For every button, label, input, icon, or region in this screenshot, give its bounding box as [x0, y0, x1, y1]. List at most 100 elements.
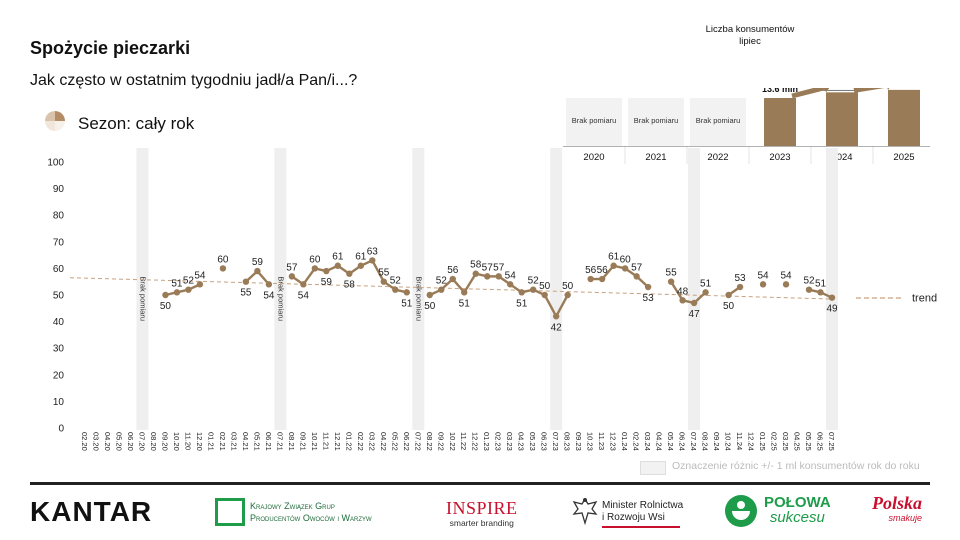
- polowa-logo-line2: sukcesu: [769, 509, 825, 526]
- data-label: 42: [551, 322, 563, 333]
- data-point: [644, 283, 652, 291]
- y-tick-label: 80: [53, 211, 65, 222]
- footer-divider: [30, 482, 930, 485]
- y-tick-label: 0: [58, 424, 64, 435]
- inset-category-label: 2023: [769, 152, 790, 163]
- growth-arrow-head: [824, 88, 830, 93]
- x-tick-label: 01.21: [206, 432, 215, 451]
- data-label: 52: [528, 276, 540, 287]
- x-tick-label: 06.24: [678, 432, 687, 451]
- x-tick-label: 02.24: [632, 432, 641, 451]
- data-point: [461, 289, 468, 296]
- minister-logo-line2: i Rozwoju Wsi: [602, 512, 665, 523]
- polowa-sukcesu-logo: POŁOWA sukcesu: [764, 495, 831, 525]
- data-label: 50: [723, 301, 735, 312]
- x-tick-label: 03.20: [91, 432, 100, 451]
- data-point: [782, 281, 790, 288]
- x-tick-label: 09.20: [160, 432, 169, 451]
- polowa-logo-line1: POŁOWA: [764, 494, 831, 511]
- x-tick-label: 06.23: [540, 432, 549, 451]
- x-tick-label: 02.22: [356, 432, 365, 451]
- x-tick-label: 05.20: [114, 432, 123, 451]
- kzg-logo-icon: [215, 498, 245, 526]
- inset-no-data-label: Brak pomiaru: [696, 116, 741, 125]
- y-tick-label: 100: [47, 158, 64, 169]
- data-point: [530, 286, 537, 293]
- inset-no-data-label: Brak pomiaru: [634, 116, 679, 125]
- x-tick-label: 12.23: [609, 432, 618, 451]
- eagle-emblem-icon: [572, 497, 598, 526]
- data-label: 52: [390, 276, 402, 287]
- data-label: 53: [643, 293, 655, 304]
- data-point: [438, 286, 445, 293]
- x-tick-label: 07.25: [827, 432, 836, 451]
- x-tick-label: 05.21: [252, 432, 261, 451]
- y-tick-label: 60: [53, 264, 65, 275]
- x-tick-label: 09.22: [436, 432, 445, 451]
- data-point: [633, 273, 640, 280]
- data-point: [173, 289, 181, 296]
- data-point: [725, 291, 732, 299]
- series-line-segment: [463, 273, 477, 293]
- data-point: [300, 281, 307, 288]
- inset-value-box: [819, 88, 865, 91]
- data-label: 51: [700, 278, 712, 289]
- data-label: 54: [298, 290, 310, 301]
- gap-band: [136, 148, 149, 430]
- data-label: 51: [459, 298, 471, 309]
- y-tick-label: 70: [53, 237, 65, 248]
- x-tick-label: 07.21: [275, 432, 284, 451]
- data-label: 48: [677, 286, 689, 297]
- x-tick-label: 06.21: [264, 432, 273, 451]
- x-tick-label: 08.24: [701, 432, 710, 451]
- inset-bar-chart: Brak pomiaru 2020 Brak pomiaru 2021 Brak pom…: [563, 88, 930, 164]
- data-label: 52: [803, 276, 815, 287]
- kzg-logo-line1: Krajowy Związek Grup: [250, 501, 335, 511]
- inset-no-data-box: [690, 98, 746, 146]
- inset-no-data-box: [566, 98, 622, 146]
- y-tick-label: 10: [53, 397, 65, 408]
- trend-line: [69, 277, 833, 300]
- x-tick-label: 09.24: [712, 432, 721, 451]
- inset-bar: [888, 89, 920, 146]
- x-tick-label: 08.22: [425, 432, 434, 451]
- inset-category-label: 2020: [583, 152, 604, 163]
- legend-trend-label: trend: [912, 292, 937, 304]
- polska-logo-line1: Polska: [872, 493, 923, 513]
- data-point: [311, 265, 319, 272]
- data-label: 58: [344, 280, 356, 291]
- series-line-segment: [543, 294, 558, 317]
- inset-category-label: 2025: [893, 152, 914, 163]
- x-tick-label: 03.21: [229, 432, 238, 451]
- data-label: 56: [597, 265, 609, 276]
- x-tick-label: 07.24: [689, 432, 698, 451]
- data-point: [805, 286, 813, 293]
- gap-band: [826, 148, 838, 430]
- x-tick-label: 10.24: [724, 432, 733, 451]
- x-tick-label: 01.22: [344, 432, 353, 451]
- gap-band: [550, 148, 563, 430]
- data-point: [449, 275, 456, 283]
- data-label: 50: [424, 301, 436, 312]
- data-point: [679, 297, 686, 304]
- x-tick-label: 01.24: [620, 432, 629, 451]
- polska-logo-line2: smakuje: [888, 513, 923, 523]
- data-point: [334, 262, 342, 269]
- data-label: 60: [309, 254, 321, 265]
- data-point: [380, 278, 387, 285]
- x-tick-label: 02.25: [770, 432, 779, 451]
- chart-title: Spożycie pieczarki: [30, 38, 191, 58]
- x-tick-label: 11.24: [735, 432, 744, 450]
- x-tick-label: 12.22: [471, 432, 480, 451]
- main-line-chart: Brak pomiaru Brak pomiaru Brak pomiaru 0 10 2…: [47, 148, 937, 451]
- x-tick-label: 10.20: [172, 432, 181, 451]
- x-tick-label: 01.23: [482, 432, 491, 451]
- inset-category-label: 2024: [831, 152, 852, 163]
- data-point: [369, 257, 376, 264]
- data-point: [219, 265, 227, 272]
- data-label: 57: [631, 262, 643, 273]
- data-label: 51: [401, 298, 413, 309]
- data-point: [828, 294, 836, 301]
- inset-bar: [764, 98, 796, 146]
- data-point: [518, 289, 525, 296]
